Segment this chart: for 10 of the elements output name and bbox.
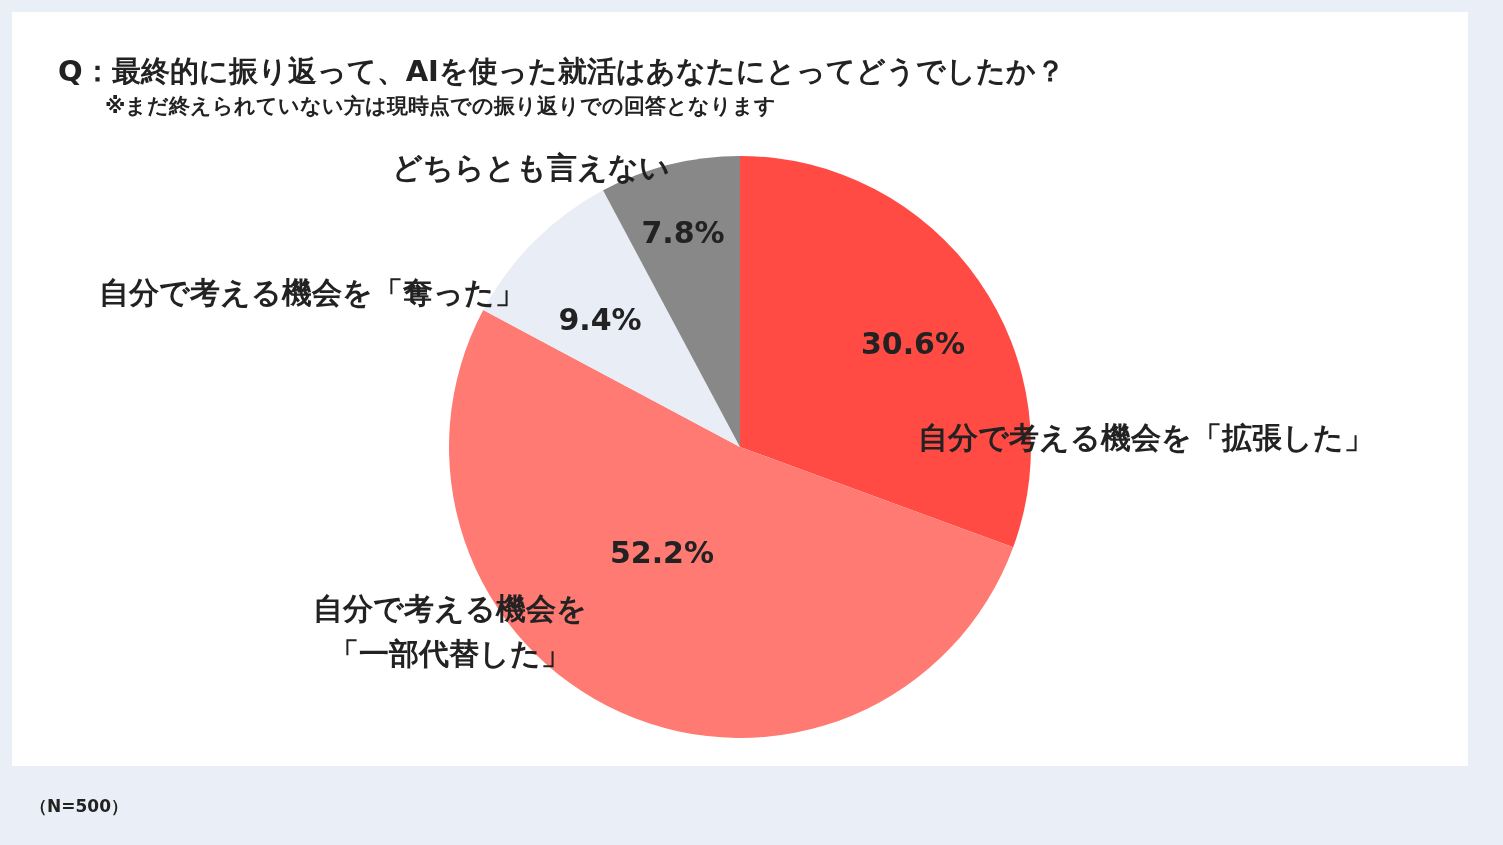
- slice-label: 自分で考える機会を「奪った」: [99, 274, 525, 310]
- chart-subtitle: ※まだ終えられていない方は現時点での振り返りでの回答となります: [105, 94, 777, 118]
- slice-label: どちらとも言えない: [392, 149, 670, 185]
- data-label: 30.6%: [860, 325, 966, 361]
- data-label: 9.4%: [558, 301, 642, 337]
- text: （N=500）: [30, 796, 128, 816]
- chart-title: Q：最終的に振り返って、AIを使った就活はあなたにとってどうでしたか？: [58, 54, 1065, 88]
- data-label: 7.8%: [641, 214, 725, 250]
- data-label: 52.2%: [609, 534, 715, 570]
- slice-label: 自分で考える機会を「一部代替した」: [313, 590, 587, 671]
